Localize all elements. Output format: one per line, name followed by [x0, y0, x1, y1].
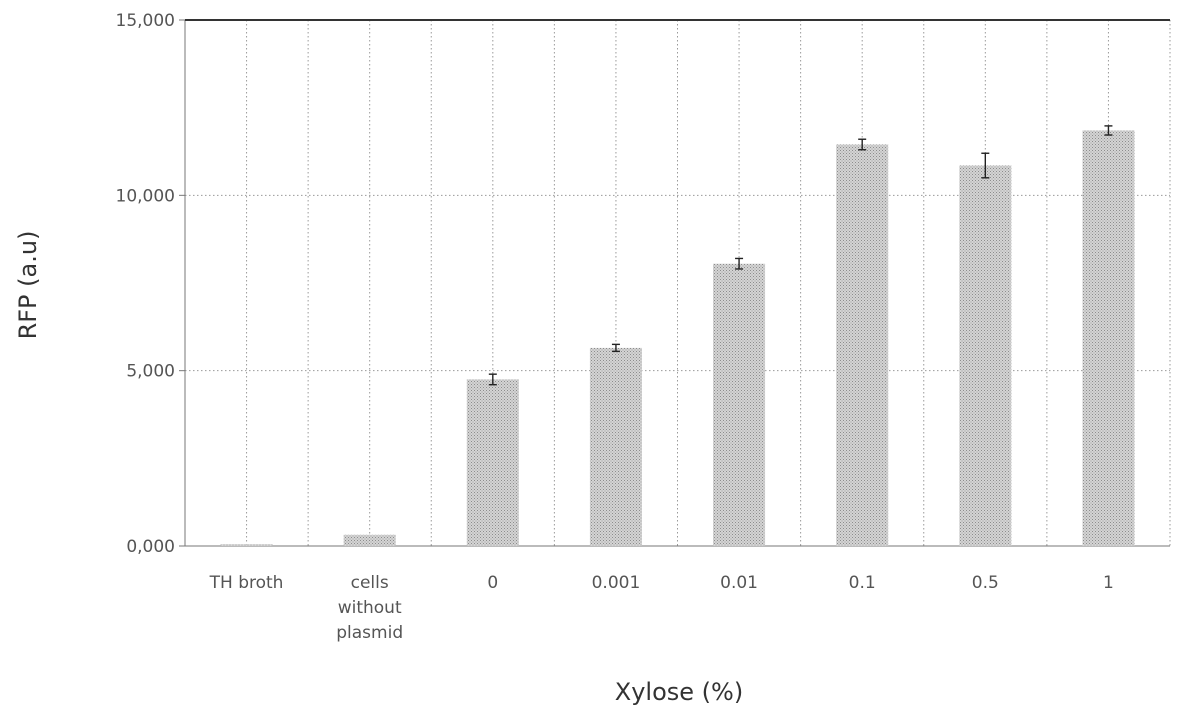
- y-tick-label: 0,000: [126, 537, 175, 557]
- bar: [713, 264, 765, 546]
- y-tick-label: 15,000: [116, 11, 175, 31]
- y-tick-label: 10,000: [116, 186, 175, 206]
- y-axis-title: RFP (a.u): [14, 231, 42, 340]
- x-tick-label: 0.001: [592, 573, 641, 593]
- x-tick-label: TH broth: [209, 573, 284, 593]
- grid: [185, 20, 1170, 546]
- x-tick-label: cellswithoutplasmid: [336, 573, 403, 643]
- bar: [590, 348, 642, 546]
- x-tick-label: 0.5: [972, 573, 999, 593]
- axes: [179, 20, 1170, 546]
- x-tick-label: 0.1: [849, 573, 876, 593]
- y-tick-label: 5,000: [126, 362, 175, 382]
- bar: [221, 544, 273, 546]
- y-tick-labels: 0,000 5,000 10,000 15,000: [116, 11, 175, 557]
- bar: [344, 535, 396, 546]
- x-tick-label: 0.01: [720, 573, 758, 593]
- bar: [836, 144, 888, 546]
- x-axis-title: Xylose (%): [615, 678, 743, 706]
- bar: [467, 379, 519, 546]
- x-tick-label: 1: [1103, 573, 1114, 593]
- x-tick-labels: TH broth cellswithoutplasmid 0 0.001 0.01 0.1…: [209, 573, 1114, 643]
- x-tick-label: 0: [487, 573, 498, 593]
- bar: [959, 166, 1011, 546]
- bar: [1082, 130, 1134, 546]
